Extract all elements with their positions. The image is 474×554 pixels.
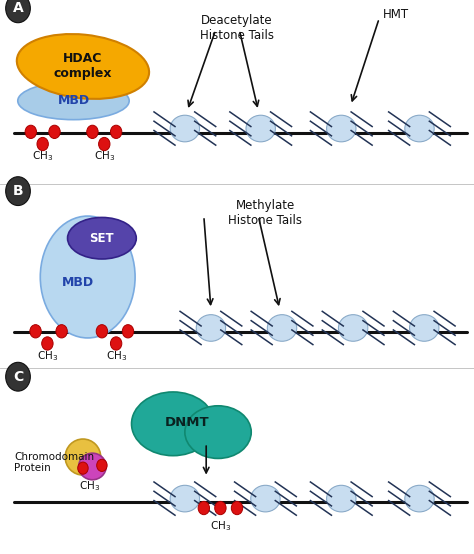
Circle shape (198, 501, 210, 515)
Circle shape (42, 337, 53, 350)
Ellipse shape (327, 115, 356, 142)
Ellipse shape (17, 34, 149, 99)
Circle shape (30, 325, 41, 338)
Text: A: A (13, 1, 23, 16)
Text: CH$_3$: CH$_3$ (94, 150, 115, 163)
Ellipse shape (405, 115, 434, 142)
Circle shape (25, 125, 36, 138)
Text: HMT: HMT (383, 8, 409, 21)
Circle shape (96, 325, 108, 338)
Ellipse shape (40, 216, 135, 338)
Ellipse shape (196, 315, 226, 341)
Ellipse shape (246, 115, 275, 142)
Circle shape (99, 137, 110, 151)
Circle shape (122, 325, 134, 338)
Ellipse shape (170, 115, 200, 142)
Circle shape (215, 501, 226, 515)
Text: SET: SET (90, 232, 114, 245)
Circle shape (78, 462, 88, 474)
Text: Chromodomain
Protein: Chromodomain Protein (14, 452, 94, 473)
Ellipse shape (410, 315, 439, 341)
Circle shape (110, 125, 122, 138)
Ellipse shape (170, 485, 200, 512)
Circle shape (6, 0, 30, 23)
Text: CH$_3$: CH$_3$ (106, 349, 127, 363)
Ellipse shape (327, 485, 356, 512)
Text: CH$_3$: CH$_3$ (32, 150, 53, 163)
Circle shape (37, 137, 48, 151)
Circle shape (97, 459, 107, 471)
Circle shape (6, 177, 30, 206)
Ellipse shape (67, 218, 136, 259)
Ellipse shape (338, 315, 368, 341)
Text: CH$_3$: CH$_3$ (37, 349, 58, 363)
Text: Deacetylate
Histone Tails: Deacetylate Histone Tails (200, 14, 274, 42)
Text: CH$_3$: CH$_3$ (80, 479, 100, 493)
Ellipse shape (185, 406, 251, 459)
Circle shape (6, 362, 30, 391)
Text: MBD: MBD (57, 94, 90, 107)
Text: C: C (13, 370, 23, 384)
Ellipse shape (65, 439, 100, 475)
Text: B: B (13, 184, 23, 198)
Ellipse shape (131, 392, 214, 455)
Ellipse shape (405, 485, 434, 512)
Circle shape (110, 337, 122, 350)
Text: MBD: MBD (62, 276, 94, 289)
Ellipse shape (251, 485, 280, 512)
Ellipse shape (267, 315, 297, 341)
Circle shape (56, 325, 67, 338)
Ellipse shape (18, 82, 129, 120)
Text: HDAC
complex: HDAC complex (54, 53, 112, 80)
Circle shape (231, 501, 243, 515)
Text: CH$_3$: CH$_3$ (210, 520, 231, 534)
Ellipse shape (79, 453, 106, 480)
Circle shape (87, 125, 98, 138)
Text: DNMT: DNMT (165, 416, 210, 429)
Circle shape (49, 125, 60, 138)
Text: Methylate
Histone Tails: Methylate Histone Tails (228, 199, 302, 228)
